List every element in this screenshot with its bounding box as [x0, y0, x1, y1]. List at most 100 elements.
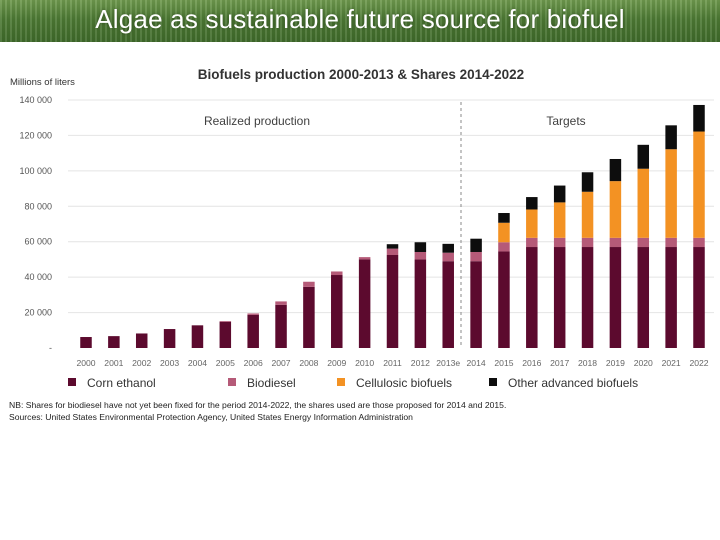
- chart-title: Biofuels production 2000-2013 & Shares 2…: [198, 67, 524, 82]
- region-labels: Realized production Targets: [168, 102, 712, 348]
- bar-segment: [498, 251, 510, 348]
- bar-segment: [108, 336, 120, 348]
- x-tick-label: 2008: [299, 358, 318, 368]
- bar-segment: [609, 181, 622, 238]
- bar-segment: [303, 281, 315, 287]
- x-tick-label: 2005: [216, 358, 235, 368]
- x-tick-label: 2011: [383, 358, 402, 368]
- legend-swatch: [489, 378, 497, 386]
- x-tick-label: 2017: [550, 358, 569, 368]
- bar-segment: [386, 244, 399, 249]
- bar-segment: [275, 301, 287, 305]
- bar-segment: [219, 321, 232, 348]
- bars: [80, 104, 705, 348]
- bar-segment: [637, 237, 650, 248]
- bar-segment: [191, 325, 204, 348]
- bar-segment: [609, 237, 622, 248]
- x-tick-label: 2012: [411, 358, 430, 368]
- bar-segment: [581, 172, 594, 192]
- slide-title: Algae as sustainable future source for b…: [95, 4, 625, 34]
- x-tick-label: 2018: [578, 358, 597, 368]
- x-tick-label: 2004: [188, 358, 207, 368]
- x-axis: 2000 2001 2002 2003 2004 2005 2006 2007 2008 2009…: [76, 358, 708, 368]
- bar-segment: [386, 255, 399, 348]
- realized-production-label: Realized production: [204, 114, 310, 128]
- y-tick-label: 60 000: [24, 237, 52, 247]
- bar-segment: [414, 242, 427, 252]
- x-tick-label: 2021: [662, 358, 681, 368]
- legend: Corn ethanol Biodiesel Cellulosic biofuels…: [68, 376, 638, 390]
- bar-segment: [358, 259, 371, 348]
- bar-segment: [693, 131, 705, 238]
- y-axis: - 20 000 40 000 60 000 80 000 100 000 120 000 1…: [19, 95, 52, 353]
- y-tick-label: 20 000: [24, 308, 52, 318]
- y-tick-label: 80 000: [24, 201, 52, 211]
- bar-segment: [609, 158, 622, 182]
- x-tick-label: 2020: [634, 358, 653, 368]
- bar-segment: [163, 329, 176, 348]
- bar-segment: [470, 261, 482, 348]
- bar-segment: [526, 247, 538, 348]
- bar-segment: [526, 237, 538, 248]
- x-tick-label: 2002: [132, 358, 151, 368]
- bar-segment: [498, 222, 510, 243]
- x-tick-label: 2009: [327, 358, 346, 368]
- bar-segment: [470, 251, 482, 262]
- bar-segment: [414, 259, 427, 348]
- bar-segment: [553, 247, 566, 348]
- bar-segment: [665, 125, 677, 150]
- bar-segment: [470, 238, 482, 252]
- bar-segment: [275, 304, 287, 348]
- bar-segment: [80, 337, 92, 348]
- bar-segment: [303, 286, 315, 348]
- x-tick-label: 2000: [76, 358, 95, 368]
- bar-segment: [637, 144, 650, 169]
- bar-segment: [637, 247, 650, 348]
- legend-label: Biodiesel: [247, 376, 296, 390]
- bar-segment: [498, 242, 510, 252]
- y-tick-label: 140 000: [19, 95, 52, 105]
- bar-segment: [331, 275, 343, 348]
- x-tick-label: 2013e: [436, 358, 460, 368]
- bar-segment: [247, 314, 259, 348]
- x-tick-label: 2015: [494, 358, 513, 368]
- x-tick-label: 2010: [355, 358, 374, 368]
- legend-label: Other advanced biofuels: [508, 376, 638, 390]
- x-tick-label: 2014: [467, 358, 486, 368]
- bar-segment: [553, 237, 566, 248]
- chart-note: NB: Shares for biodiesel have not yet be…: [9, 400, 506, 410]
- bar-segment: [526, 197, 538, 210]
- bar-segment: [498, 213, 510, 223]
- y-tick-label: -: [49, 343, 52, 353]
- bar-segment: [581, 247, 594, 348]
- legend-label: Cellulosic biofuels: [356, 376, 452, 390]
- x-tick-label: 2006: [244, 358, 263, 368]
- bar-segment: [553, 202, 566, 238]
- bar-segment: [442, 252, 454, 262]
- y-tick-label: 40 000: [24, 272, 52, 282]
- y-axis-label: Millions of liters: [10, 77, 75, 88]
- legend-label: Corn ethanol: [87, 376, 156, 390]
- bar-segment: [637, 168, 650, 238]
- bar-segment: [331, 271, 343, 276]
- x-tick-label: 2022: [689, 358, 708, 368]
- bar-segment: [386, 248, 399, 255]
- bar-segment: [247, 313, 259, 315]
- legend-swatch: [337, 378, 345, 386]
- title-banner: Algae as sustainable future source for b…: [0, 0, 720, 42]
- bar-segment: [665, 247, 677, 348]
- legend-swatch: [68, 378, 76, 386]
- x-tick-label: 2003: [160, 358, 179, 368]
- bar-segment: [553, 185, 566, 203]
- bar-segment: [219, 321, 232, 322]
- bar-segment: [442, 261, 454, 348]
- x-tick-label: 2019: [606, 358, 625, 368]
- targets-label: Targets: [546, 114, 585, 128]
- bar-segment: [693, 104, 705, 132]
- bar-segment: [581, 237, 594, 248]
- y-tick-label: 120 000: [19, 130, 52, 140]
- bar-segment: [526, 209, 538, 238]
- legend-swatch: [228, 378, 236, 386]
- realized-label-box: [168, 105, 346, 133]
- x-tick-label: 2016: [522, 358, 541, 368]
